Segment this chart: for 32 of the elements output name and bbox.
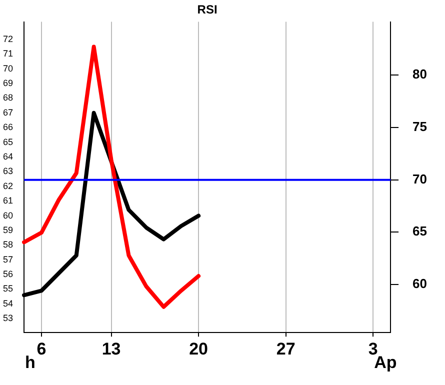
y-tick-label: 68 <box>2 92 14 103</box>
y-tick-label: 60 <box>2 210 14 220</box>
y-tick-label: 67 <box>2 107 14 118</box>
y2-tick-label: 80 <box>412 66 428 82</box>
y-tick-label: 55 <box>2 284 14 294</box>
y-tick-label: 53 <box>2 313 14 324</box>
y-tick-label: 58 <box>2 240 14 250</box>
text: h <box>25 352 36 372</box>
x-tick-label: 6 <box>36 339 46 358</box>
y-tick-label: 70 <box>2 63 14 74</box>
chart-title: RSI <box>197 2 218 16</box>
y-tick-label: 66 <box>2 122 14 132</box>
y-tick-label: 69 <box>2 78 14 88</box>
y-tick-label: 63 <box>2 166 14 176</box>
y-tick-label: 57 <box>2 254 14 264</box>
y-tick-label: 72 <box>2 34 14 44</box>
x-tick-label: 13 <box>102 339 121 358</box>
y-tick-label: 61 <box>2 196 14 206</box>
y-tick-label: 59 <box>2 224 14 235</box>
x-tick-label: 3 <box>368 339 378 358</box>
y-tick-label: 64 <box>2 151 14 162</box>
y-tick-label: 71 <box>2 48 14 59</box>
y2-tick-label: 75 <box>412 119 428 134</box>
x-tick-label: 27 <box>276 339 296 358</box>
y-tick-label: 54 <box>2 298 14 308</box>
y2-tick-label: 70 <box>412 171 428 186</box>
y2-tick-label: 65 <box>412 224 428 239</box>
y-tick-label: 56 <box>2 269 14 280</box>
y-tick-label: 65 <box>2 136 14 147</box>
y-tick-label: 62 <box>2 180 14 191</box>
y2-tick-label: 60 <box>412 276 428 292</box>
x-tick-label: 20 <box>189 339 208 358</box>
